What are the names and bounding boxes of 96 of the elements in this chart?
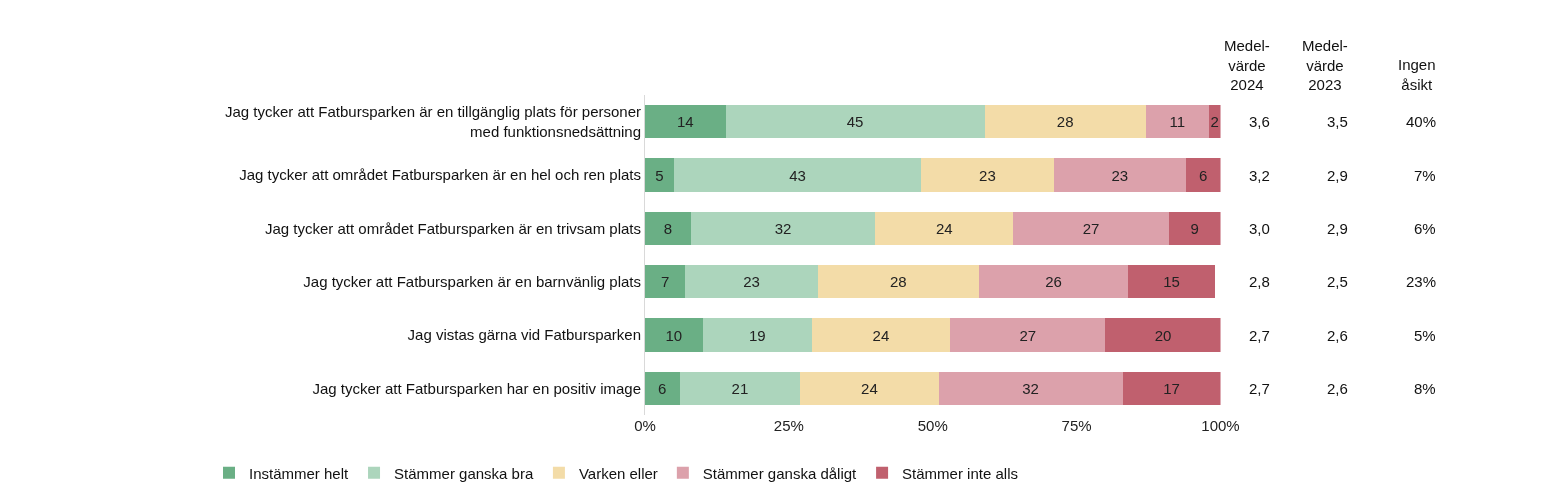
- text: 3,5: [1327, 113, 1348, 130]
- bar: [673, 158, 922, 192]
- bar: [811, 318, 951, 352]
- x-tick-label: 25%: [773, 417, 804, 434]
- x-tick-label: 0%: [634, 417, 656, 434]
- bar: [645, 211, 692, 245]
- bar: [645, 158, 674, 192]
- bar: [1105, 318, 1221, 352]
- text: 3,2: [1249, 167, 1270, 184]
- legend-label: Stämmer ganska dåligt: [702, 464, 858, 482]
- y-tick-label: Jag tycker att området Fatbursparken är en hel och ren plats: [239, 166, 641, 184]
- data-label: 27: [1019, 326, 1037, 344]
- bar: [645, 105, 726, 139]
- data-label: 23: [979, 166, 996, 184]
- text: Medel- värde 2023: [1302, 37, 1348, 93]
- y-tick-label: Jag tycker att Fatbursparken är en tillgänglig plats för personer med funktionsnedsättning: [224, 103, 641, 140]
- bar: [1168, 211, 1221, 245]
- data-label: 6: [1199, 166, 1208, 184]
- text: 2,6: [1327, 327, 1348, 344]
- text: Medel- värde 2024: [1224, 37, 1270, 93]
- text: 2,6: [1327, 380, 1348, 397]
- bar: [645, 318, 703, 352]
- data-label: 43: [789, 166, 806, 184]
- bar: [645, 265, 686, 299]
- text: 5%: [1414, 327, 1436, 344]
- y-tick-label: Jag tycker att området Fatbursparken är en trivsam plats: [265, 219, 641, 237]
- x-tick-label: 75%: [1061, 417, 1092, 434]
- data-label: 7: [660, 273, 670, 291]
- text: 2,9: [1327, 167, 1348, 184]
- text: 2,7: [1249, 380, 1270, 397]
- bar: [875, 211, 1014, 245]
- bar: [921, 158, 1054, 192]
- data-label: 23: [1111, 166, 1129, 184]
- data-label: 9: [1190, 219, 1199, 237]
- text: 7%: [1414, 167, 1436, 184]
- y-tick-label: Jag vistas gärna vid Fatbursparken: [407, 326, 641, 344]
- text: 2,7: [1249, 327, 1270, 344]
- data-label: 32: [1022, 379, 1039, 397]
- data-label: 20: [1154, 326, 1172, 344]
- data-label: 15: [1163, 273, 1180, 291]
- data-label: 24: [935, 219, 953, 237]
- bar: [1128, 265, 1215, 299]
- data-label: 26: [1045, 273, 1062, 291]
- legend-label: Varken eller: [578, 464, 658, 482]
- data-label: 19: [748, 326, 766, 344]
- text: 40%: [1406, 113, 1437, 130]
- data-label: 32: [774, 219, 792, 237]
- data-label: 23: [743, 273, 760, 291]
- bar: [978, 265, 1129, 299]
- data-label: 24: [861, 379, 878, 397]
- bar: [1122, 371, 1221, 405]
- legend-label: Instämmer helt: [249, 464, 350, 482]
- data-label: 28: [889, 273, 907, 291]
- legend-label: Stämmer ganska bra: [394, 464, 534, 482]
- bar: [679, 371, 801, 405]
- bar: [950, 318, 1106, 352]
- data-label: 11: [1169, 113, 1186, 131]
- data-label: 27: [1082, 219, 1100, 237]
- legend-label: Stämmer inte alls: [902, 464, 1018, 482]
- data-label: 8: [663, 219, 673, 237]
- bar: [702, 318, 812, 352]
- text: 2,8: [1249, 273, 1270, 290]
- text: 8%: [1414, 380, 1436, 397]
- text: 23%: [1406, 273, 1437, 290]
- data-label: 6: [658, 379, 667, 397]
- data-label: 45: [846, 113, 864, 131]
- data-label: 10: [665, 326, 683, 344]
- data-label: 24: [872, 326, 890, 344]
- text: 6%: [1414, 220, 1436, 237]
- x-tick-label: 50%: [917, 417, 948, 434]
- bar: [725, 105, 985, 139]
- bar: [984, 105, 1146, 139]
- text: 2,5: [1327, 273, 1348, 290]
- text: 2,9: [1327, 220, 1348, 237]
- text: 3,6: [1249, 113, 1270, 130]
- bar: [691, 211, 876, 245]
- data-label: 14: [676, 113, 694, 131]
- data-label: 2: [1210, 113, 1219, 131]
- bar: [1145, 105, 1210, 139]
- bar: [800, 371, 939, 405]
- data-label: 5: [655, 166, 664, 184]
- bar: [817, 265, 979, 299]
- data-label: 21: [731, 379, 749, 397]
- y-tick-label: Jag tycker att Fatbursparken har en positiv image: [312, 379, 641, 397]
- text: Ingen åsikt: [1398, 56, 1436, 93]
- x-tick-label: 100%: [1201, 417, 1240, 434]
- data-label: 28: [1056, 113, 1074, 131]
- data-label: 17: [1163, 379, 1180, 397]
- bar: [1185, 158, 1221, 192]
- text: 3,0: [1249, 220, 1270, 237]
- bar: [645, 371, 680, 405]
- bar: [685, 265, 818, 299]
- bar: [1013, 211, 1169, 245]
- bar: [1053, 158, 1186, 192]
- bar: [938, 371, 1123, 405]
- y-tick-label: Jag tycker att Fatbursparken är en barnvänlig plats: [303, 272, 641, 290]
